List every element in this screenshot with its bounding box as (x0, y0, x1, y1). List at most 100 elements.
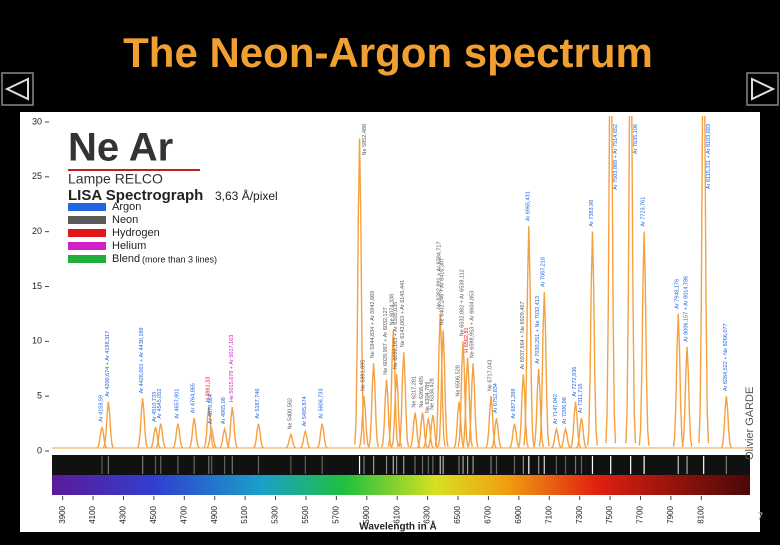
emission-peak (551, 426, 562, 449)
peak-label: Ar 7067,218 (541, 257, 547, 287)
peak-label: Ar 7272,936 (572, 367, 578, 397)
peak-label: Ne 5852,488 (362, 124, 368, 156)
emission-peak (219, 426, 230, 449)
x-tick-label: 6900 (514, 505, 523, 523)
peak-label: Ne 6402,246 + Ar 6416,307 (440, 258, 446, 325)
emission-peak (387, 330, 399, 447)
emission-peak (172, 423, 184, 449)
peak-label: H 4861,33 (205, 377, 211, 402)
x-tick-label: 7700 (636, 505, 645, 523)
x-axis-label: Wavelength in Å (359, 520, 436, 533)
emission-peak (605, 116, 617, 444)
x-tick-label: 4700 (179, 505, 188, 523)
emission-peak (517, 374, 529, 448)
peak-label: Ne 6717,043 (487, 360, 493, 392)
peak-label: Ar 7206,98 (562, 397, 568, 424)
x-tick-label: 6300 (423, 505, 432, 523)
emission-peak (422, 417, 434, 449)
prev-arrow[interactable] (4, 77, 29, 101)
emission-peak (434, 313, 446, 447)
emission-peak (576, 417, 587, 449)
x-tick-label: 5900 (362, 505, 371, 523)
x-tick-label: 7500 (605, 505, 614, 523)
x-tick-label: 5100 (240, 505, 249, 523)
legend-swatch (68, 242, 106, 250)
y-tick-label: 15 (32, 281, 42, 291)
peak-label: Ar 5606,733 (319, 389, 325, 419)
legend-swatch (68, 229, 106, 237)
source: Lampe RELCO (68, 171, 163, 187)
emission-peak (150, 426, 161, 449)
emission-peak (638, 231, 650, 446)
legend-swatch (68, 203, 106, 211)
peak-label: Ar 4200,674 + Ar 4198,317 (105, 331, 111, 397)
peak-label: Ne 6334,428 (429, 378, 435, 410)
peak-label: H 6562,81 (464, 327, 470, 352)
emission-peak (720, 396, 732, 448)
legend-label: Argon (112, 201, 141, 213)
emission-peak (226, 407, 238, 448)
emission-peak (409, 412, 421, 448)
y-tick-label: 20 (32, 226, 42, 236)
peak-label: Ar 4965,08 (221, 397, 227, 424)
emission-peak (300, 428, 311, 449)
legend-swatch (68, 216, 106, 224)
peak-label: Ar 6937,664 + Ne 6929,467 (520, 301, 526, 369)
peak-label: Ar 4158,59 (98, 395, 104, 422)
peak-label: Ar 5187,746 (255, 389, 261, 419)
x-tick-label: 5300 (271, 505, 280, 523)
prev-button[interactable] (1, 72, 34, 106)
y-tick-label: 5 (37, 391, 42, 401)
peak-label: Ar 4879,864 (208, 394, 214, 424)
x-tick-label: 4300 (119, 505, 128, 523)
peak-label: Ar 7948,176 (675, 279, 681, 309)
emission-peak (206, 426, 217, 449)
next-arrow[interactable] (751, 77, 776, 101)
emission-peak (358, 396, 370, 448)
emission-peak (538, 291, 550, 447)
emission-peak (253, 423, 264, 449)
x-tick-label: 8100 (696, 505, 705, 523)
x-tick-label: 6500 (453, 505, 462, 523)
emission-peak (368, 363, 380, 448)
credit: Olivier GARDE (744, 387, 756, 460)
dispersion: 3,63 Å/pixel (215, 188, 278, 203)
peak-label: Ar 6871,289 (511, 389, 517, 419)
legend: Ne Ar Lampe RELCO LISA Spectrograph 3,63… (68, 126, 278, 265)
x-tick-label: 4500 (149, 505, 158, 523)
emission-peak (625, 116, 637, 444)
emission-peak (354, 138, 366, 445)
legend-label: Helium (112, 240, 146, 252)
emission-peak (462, 357, 474, 448)
emission-peak (509, 423, 520, 449)
page-number: 7 (757, 511, 763, 523)
x-tick-label: 5700 (331, 505, 340, 523)
peak-label: Ne 6304,789 (425, 382, 431, 414)
emission-peak (586, 231, 598, 446)
peak-label: Ne 6532,882 + Ar 6538,112 (459, 269, 465, 336)
peak-label: Ar 7311,716 (578, 384, 584, 414)
peak-label: Ne 6217,281 (411, 376, 417, 408)
peak-label: Ar 4764,865 (191, 383, 197, 413)
peak-label: Ar 8264,522 + Ne 8266,077 (723, 323, 729, 391)
peak-label: Ne 6096,163 + Ar 6105,635 (393, 302, 399, 369)
x-tick-label: 7900 (666, 505, 675, 523)
peak-label: Ar 7030,251 + Ne 7032,413 (535, 296, 541, 364)
emission-peak (523, 226, 535, 446)
peak-label: Ne 6074,338 (390, 294, 396, 326)
peak-label: Ne 6266,495 (419, 376, 425, 408)
peak-label: Ar 7635,106 (633, 124, 639, 154)
y-tick-label: 30 (32, 116, 42, 126)
emission-peak (453, 401, 465, 448)
next-button[interactable] (746, 72, 779, 106)
peak-label: Ar 6965,431 (525, 191, 531, 221)
peak-label: Ne 5400,562 (287, 398, 293, 430)
emission-peak (102, 401, 114, 448)
emission-peak (316, 423, 328, 449)
peak-label: Ar 7723,761 (641, 197, 647, 227)
y-tick-label: 25 (32, 171, 42, 181)
emission-peak (672, 313, 684, 447)
peak-label: Ne 6029,997 + Ar 6032,127 (383, 307, 389, 374)
peak-label: Ne 6382,991 + Ar 6384,717 (437, 241, 443, 308)
